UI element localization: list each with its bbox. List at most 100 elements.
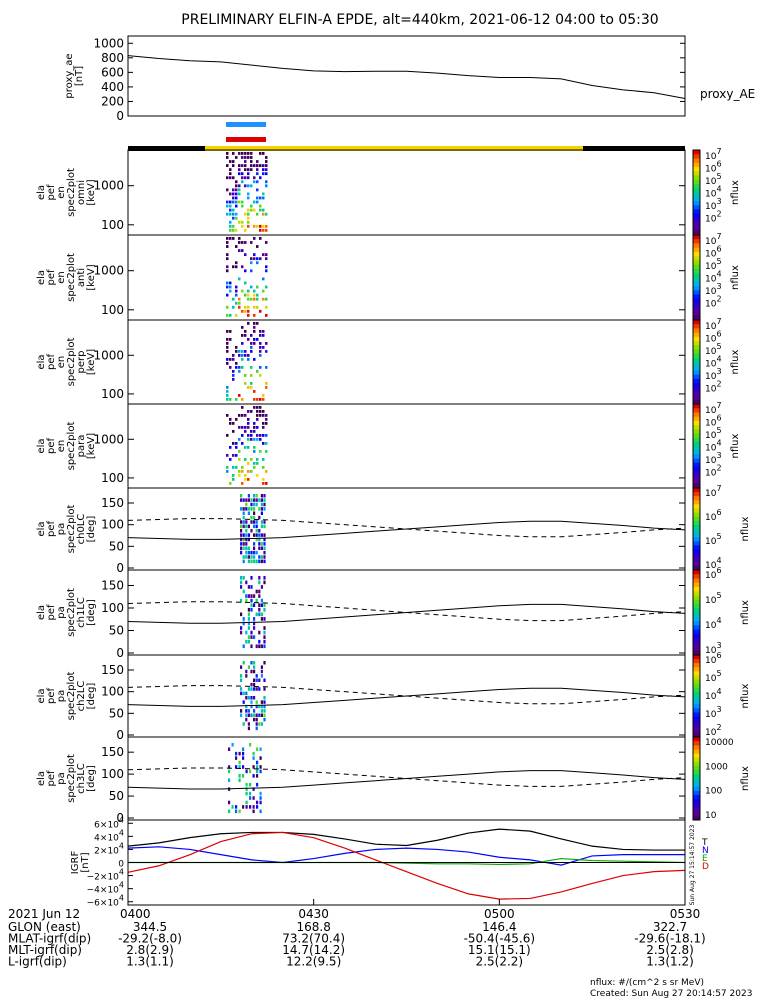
- pa-pixel-2: [250, 687, 253, 691]
- energy-pixel-0: [232, 196, 235, 200]
- energy-pixel-0: [232, 212, 235, 216]
- energy-pixel-2: [259, 398, 262, 401]
- pa-colorbar-frame-3: [692, 736, 701, 821]
- pa-pixel-0: [253, 520, 256, 524]
- pa-pixel-1: [240, 585, 243, 589]
- energy-pixel-1: [238, 249, 241, 252]
- pa-colorbar-segment-0: [693, 533, 700, 538]
- pa-pixel-1: [250, 576, 253, 580]
- energy-colorbar-segment-3: [693, 454, 700, 460]
- energy-ylabel-1: ela pef en spec2plot anti [keV]: [36, 253, 97, 302]
- energy-pixel-3: [235, 418, 238, 421]
- energy-pixel-2: [253, 322, 256, 325]
- energy-pixel-0: [238, 188, 241, 192]
- pa-pixel-3: [259, 756, 262, 760]
- pa-pixel-2: [258, 704, 261, 709]
- energy-pixel-1: [235, 313, 238, 317]
- pa-ylabel-3-line-3: spec2plot: [66, 754, 77, 803]
- energy-pixel-0: [247, 208, 250, 212]
- energy-pixel-3: [226, 466, 229, 469]
- pa-pixel-2: [253, 717, 256, 722]
- energy-pixel-1: [226, 269, 229, 273]
- pa-colorbar-segment-0: [693, 524, 700, 530]
- pa-pixel-3: [259, 796, 262, 800]
- energy-pixel-2: [253, 358, 256, 361]
- pa-pixel-2: [240, 665, 243, 669]
- pa-pixel-3: [235, 751, 238, 756]
- energy-pixel-3: [265, 414, 268, 417]
- pa-pixel-2: [240, 674, 243, 678]
- pa-pixel-2: [242, 691, 245, 696]
- pa-pixel-0: [258, 533, 261, 537]
- energy-pixel-1: [241, 249, 244, 252]
- pa-colorbar-0: [693, 488, 700, 571]
- energy-pixel-0: [235, 216, 238, 220]
- footer-value-3-3: 1.3(1.2): [646, 955, 694, 969]
- energy-pixel-1: [262, 253, 265, 257]
- energy-pixel-0: [247, 184, 250, 188]
- pa-pixel-0: [255, 537, 258, 542]
- energy-colorbar-segment-0: [693, 213, 700, 219]
- pa-pixel-2: [260, 700, 263, 704]
- energy-pixel-3: [250, 438, 253, 441]
- pa-colorbar-label-0: nflux: [740, 516, 751, 541]
- energy-pixel-3: [238, 474, 241, 477]
- pa-colorbar-segment-3: [693, 803, 700, 809]
- energy-pixel-2: [232, 370, 235, 373]
- pa-colorbar-tick-1-1: 105: [705, 591, 722, 606]
- pa-pixel-3: [256, 760, 259, 765]
- ae-ytick-label-3: 400: [101, 80, 124, 94]
- pa-colorbar-segment-0: [693, 496, 700, 501]
- energy-pixel-1: [226, 265, 229, 269]
- energy-ylabel-2-line-2: en: [56, 356, 67, 369]
- pa-pixel-0: [263, 542, 266, 546]
- pa-anti-loss-cone-line-1: [127, 601, 686, 622]
- pa-pixel-1: [260, 612, 263, 617]
- energy-colorbar-segment-0: [693, 175, 700, 181]
- energy-colorbar-segment-0: [693, 205, 700, 210]
- pa-ytick-label-1-1: 100: [101, 601, 124, 615]
- energy-pixel-2: [250, 342, 253, 345]
- pa-pixel-1: [253, 617, 256, 621]
- energy-pixel-0: [241, 152, 244, 155]
- energy-pixel-3: [259, 410, 262, 413]
- energy-pixel-1: [250, 241, 253, 244]
- pa-pixel-2: [247, 665, 250, 669]
- energy-pixel-0: [232, 188, 235, 192]
- energy-pixel-0: [241, 220, 244, 224]
- energy-pixel-2: [235, 362, 238, 365]
- pa-pixel-2: [245, 713, 248, 717]
- energy-colorbar-segment-1: [693, 290, 700, 295]
- energy-pixel-3: [244, 414, 247, 417]
- energy-colorbar-segment-2: [693, 387, 700, 392]
- pa-pixel-1: [260, 644, 263, 649]
- energy-colorbar-segment-2: [693, 395, 700, 401]
- energy-ylabel-1-line-1: pef: [46, 269, 57, 286]
- pa-pixel-0: [245, 520, 248, 524]
- pa-pixel-1: [250, 594, 253, 598]
- energy-colorbar-segment-2: [693, 349, 700, 355]
- energy-pixel-0: [256, 196, 259, 200]
- energy-pixel-0: [226, 200, 229, 204]
- energy-ylabel-3-line-5: [keV]: [86, 433, 97, 459]
- pa-pixel-0: [247, 533, 250, 537]
- energy-pixel-0: [232, 200, 235, 204]
- energy-pixel-3: [241, 426, 244, 429]
- energy-pixel-3: [244, 458, 247, 461]
- pa-colorbar-segment-0: [693, 529, 700, 534]
- pa-pixel-2: [242, 661, 245, 665]
- footer-label-3: L-igrf(dip): [8, 955, 67, 969]
- energy-panel-frame-0: [127, 149, 686, 236]
- energy-pixel-2: [226, 350, 229, 353]
- pa-ylabel-3-line-4: ch3LC: [76, 763, 87, 794]
- energy-pixel-3: [244, 446, 247, 449]
- energy-pixel-3: [262, 466, 265, 469]
- energy-pixel-0: [256, 164, 259, 167]
- energy-pixel-2: [250, 374, 253, 377]
- energy-pixel-1: [253, 237, 256, 240]
- igrf-ylabel-line-0: IGRF: [70, 851, 81, 875]
- pa-pixel-2: [253, 696, 256, 700]
- energy-pixel-1: [238, 301, 241, 305]
- pa-pixel-1: [263, 626, 266, 630]
- ae-ylabel-line-1: [nT]: [74, 66, 85, 86]
